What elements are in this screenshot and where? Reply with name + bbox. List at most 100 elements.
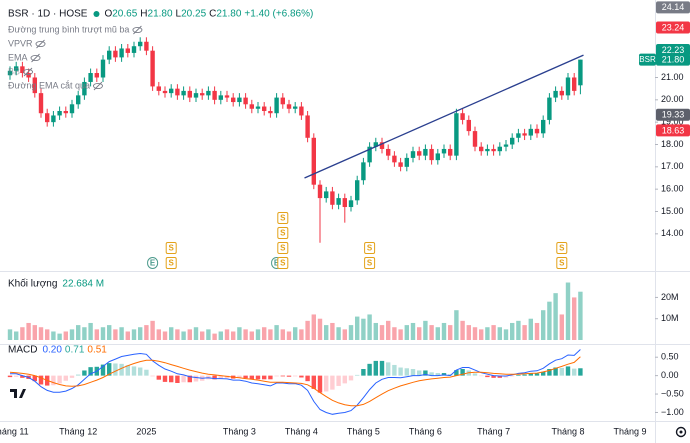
candle-body <box>125 48 130 53</box>
candle-body <box>138 41 143 47</box>
volume-bar <box>237 327 242 340</box>
volume-bar <box>38 327 44 340</box>
volume-bar <box>26 322 31 340</box>
indicator-name: EMA <box>8 52 28 62</box>
volume-bar <box>7 329 13 340</box>
volume-bar <box>45 329 50 340</box>
candle-body <box>280 97 285 105</box>
volume-bar <box>144 325 149 340</box>
histogram-bar <box>534 373 540 376</box>
volume-bar <box>522 325 527 340</box>
settings-button[interactable] <box>675 426 687 438</box>
event-marker-label: S <box>280 259 286 268</box>
histogram-bar <box>150 375 155 377</box>
histogram-bar <box>336 375 341 386</box>
volume-bar <box>361 318 366 340</box>
volume-bar <box>231 331 236 340</box>
histogram-bar <box>82 370 87 376</box>
histogram-bar <box>262 375 267 380</box>
ohlc-name: L <box>176 9 182 20</box>
candle-body <box>255 106 261 109</box>
histogram-bar <box>293 375 298 377</box>
pane-title: MACD <box>8 345 37 356</box>
histogram-bar <box>113 363 118 376</box>
volume-bar <box>113 329 118 340</box>
event-marker-box <box>364 242 376 254</box>
candle-body <box>367 146 372 163</box>
histogram-bar <box>212 375 217 380</box>
volume-bar <box>460 320 465 340</box>
histogram-bar <box>156 375 161 380</box>
indicator-name: VPVR <box>8 38 33 48</box>
volume-bar <box>293 327 298 340</box>
histogram-bar <box>237 375 242 378</box>
volume-bar <box>212 333 217 340</box>
candle-body <box>522 133 527 136</box>
y-tick-label: 0.50 <box>661 352 679 362</box>
histogram-bar <box>361 369 366 376</box>
volume-bar <box>63 331 68 340</box>
x-tick-label: Tháng 11 <box>0 426 29 436</box>
candle-body <box>454 113 459 156</box>
event-marker-label: S <box>169 259 175 268</box>
candle-body <box>553 90 558 98</box>
volume-bar <box>94 329 99 340</box>
volume-bar <box>181 331 186 340</box>
x-tick-label: Tháng 4 <box>285 426 318 436</box>
histogram-bar <box>69 375 75 378</box>
ohlc-name: C <box>209 9 216 20</box>
candle-body <box>69 104 75 114</box>
volume-bar <box>200 331 205 340</box>
hidden-eye-slash <box>23 67 33 77</box>
candle-body <box>460 113 465 120</box>
candle-body <box>45 113 50 123</box>
volume-bar <box>69 329 75 340</box>
volume-bar <box>150 320 155 340</box>
candle-body <box>299 106 304 116</box>
volume-bar <box>317 318 323 340</box>
candle-body <box>503 144 509 147</box>
pane-value: 22.684 M <box>62 279 104 290</box>
volume-bar <box>379 325 385 340</box>
histogram-bar <box>224 375 230 379</box>
volume-bar <box>268 329 273 340</box>
candle-body <box>348 200 354 208</box>
histogram-bar <box>441 373 447 376</box>
logo-mark <box>10 389 26 398</box>
volume-bar <box>187 329 192 340</box>
histogram-bar <box>553 367 558 376</box>
histogram-bar <box>138 367 143 376</box>
event-marker-label: S <box>280 244 286 253</box>
candle-body <box>547 97 552 120</box>
histogram-bar <box>144 369 149 376</box>
x-tick-label: Tháng 8 <box>551 426 584 436</box>
candle-body <box>162 90 168 94</box>
price-badge <box>656 124 690 137</box>
histogram-bar <box>448 374 453 376</box>
candle-body <box>113 50 118 58</box>
symbol-badge-label: BSR <box>639 55 656 64</box>
chart-title: BSR · 1D · HOSE <box>8 9 88 20</box>
candle-body <box>435 153 440 161</box>
trend-line <box>304 54 584 179</box>
histogram-bar <box>175 375 180 383</box>
event-marker-box <box>277 242 289 254</box>
candle-body <box>572 77 577 91</box>
event-marker-box <box>556 242 568 254</box>
candle-body <box>237 97 242 103</box>
candle-body <box>578 59 583 86</box>
volume-bar <box>76 325 81 340</box>
event-marker-label: S <box>367 244 373 253</box>
pane-value: 0.71 <box>65 345 85 356</box>
volume-bar <box>262 327 267 340</box>
symbol-badge <box>639 53 656 66</box>
y-tick-label: 17.00 <box>661 161 684 171</box>
candle-body <box>181 90 186 96</box>
tradingview-logo[interactable] <box>8 385 30 401</box>
candle-body <box>491 148 496 152</box>
y-tick-label: 18.00 <box>661 139 684 149</box>
histogram-bar <box>311 375 316 389</box>
candle-body <box>429 148 434 161</box>
histogram-bar <box>274 375 279 377</box>
